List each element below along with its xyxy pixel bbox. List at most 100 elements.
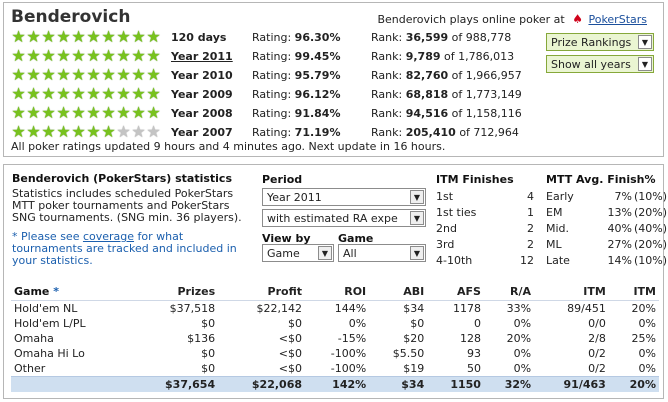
mtt-finish-row: Late 14% (10%) [546,254,667,269]
rating-row: ★ ★ ★ ★ ★ ★ ★ ★ ★ ★ 120 days Rating: 96.30% Rank: 36… [11,29,531,47]
star-icon: ★ [41,84,56,103]
table-cell: $0 [201,362,216,375]
mtt-stage-percent: 40% [607,222,632,235]
rating-period: Year 2008 [171,107,233,120]
total-cell: $34 [369,376,428,392]
table-cell: $20 [403,332,425,345]
rank-label: Rank: [371,107,403,120]
itm-finish-count: 12 [520,254,534,267]
table-row: Hold'em NL $37,518 $22,142 144% $34 1178 33% 89… [11,301,659,317]
show-all-years-select[interactable]: Show all years ▼ [546,55,654,73]
star-icon: ★ [41,103,56,122]
rating-row: ★ ★ ★ ★ ★ ★ ★ ★ ★ ★ Year 2010 Rating: 95.79% Rank: 8… [11,67,531,85]
table-cell: 0% [638,317,656,330]
star-icon: ★ [116,122,131,141]
table-cell: 0% [348,317,367,330]
star-icon: ★ [101,27,116,46]
mtt-finish-title: MTT Avg. Finish% [546,173,656,186]
mtt-stage-percent: 7% [614,190,632,203]
rank-number: 68,818 [405,88,449,101]
pokerstars-link[interactable]: PokerStars [588,13,647,26]
game-name-cell: Hold'em NL [14,302,78,315]
table-cell: 89/451 [567,302,606,315]
star-icon: ★ [131,103,146,122]
star-icon: ★ [11,122,26,141]
game-name-cell: Omaha [14,332,54,345]
star-icon: ★ [11,65,26,84]
star-icon: ★ [86,103,101,122]
star-icon: ★ [56,103,71,122]
rank-number: 36,599 [405,31,449,44]
rating-value: Rating: 96.30% [252,31,341,44]
game-select[interactable]: All ▼ [338,244,426,262]
rank-number: 94,516 [405,107,449,120]
star-icon: ★ [11,46,26,65]
rank-total: 1,786,013 [458,50,515,63]
mtt-finish-row: Mid. 40% (40%) [546,222,667,237]
rank-value: Rank: 205,410 of 712,964 [371,126,519,139]
column-header-game[interactable]: Game * [11,283,132,301]
star-icon: ★ [86,122,101,141]
total-cell: 142% [305,376,370,392]
star-icon: ★ [116,65,131,84]
table-cell: $0 [410,317,425,330]
viewby-select[interactable]: Game ▼ [262,244,334,262]
table-cell: <$0 [278,347,303,360]
rating-period[interactable]: Year 2011 [171,50,233,63]
star-icon: ★ [11,84,26,103]
ra-estimate-select[interactable]: with estimated RA expe ▼ [262,209,426,227]
star-rating: ★ ★ ★ ★ ★ ★ ★ ★ ★ ★ [11,46,161,65]
pokerstars-spade-icon: ♠ [572,12,583,26]
mtt-finish-row: Early 7% (10%) [546,190,667,205]
table-cell: 50 [466,362,481,375]
rating-percent: 99.45% [294,50,341,63]
mtt-stage-percent: 27% [607,238,632,251]
star-icon: ★ [101,65,116,84]
itm-finish-row: 2nd 2 [436,222,534,237]
rating-value: Rating: 96.12% [252,88,341,101]
mtt-stage-target: (10%) [634,254,668,267]
table-cell: 0/2 [588,347,606,360]
show-all-years-label: Show all years [551,58,631,71]
chevron-down-icon: ▼ [638,57,652,71]
table-row: Omaha $136 <$0 -15% $20 128 20% 2/8 25% [11,331,659,346]
star-icon: ★ [11,103,26,122]
table-cell: 1178 [452,302,481,315]
rating-label: Rating: [252,69,292,82]
itm-finish-count: 2 [527,238,534,251]
table-cell: $0 [201,347,216,360]
star-icon: ★ [56,84,71,103]
column-header: ROI [305,283,370,301]
star-rating: ★ ★ ★ ★ ★ ★ ★ ★ ★ ★ [11,84,161,103]
rating-label: Rating: [252,50,292,63]
column-header: ABI [369,283,428,301]
coverage-link[interactable]: coverage [82,230,135,243]
update-status: All poker ratings updated 9 hours and 4 … [11,140,446,153]
star-rating: ★ ★ ★ ★ ★ ★ ★ ★ ★ ★ [11,65,161,84]
star-icon: ★ [71,122,86,141]
itm-finish-label: 4-10th [436,254,473,267]
itm-finish-row: 1st ties 1 [436,206,534,221]
star-icon: ★ [26,84,41,103]
star-icon: ★ [131,46,146,65]
table-cell: 0% [638,362,656,375]
rank-label: Rank: [371,50,403,63]
mtt-stage-target: (40%) [634,222,668,235]
games-table: Game * Prizes Profit ROI ABI AFS R/A ITM ITM Hol… [11,283,659,392]
prize-rankings-select[interactable]: Prize Rankings ▼ [546,33,654,51]
star-icon: ★ [146,46,161,65]
rating-percent: 96.30% [294,31,341,44]
coverage-note: * Please see coverage for what tournamen… [12,231,252,267]
star-icon: ★ [26,103,41,122]
rating-value: Rating: 71.19% [252,126,341,139]
statistics-panel: Benderovich (PokerStars) statistics Stat… [3,164,667,399]
table-cell: 20% [631,302,656,315]
period-select[interactable]: Year 2011 ▼ [262,188,426,206]
rank-value: Rank: 82,760 of 1,966,957 [371,69,522,82]
rank-total: 988,778 [465,31,512,44]
rank-number: 9,789 [405,50,441,63]
column-header: Prizes [131,283,219,301]
mtt-finish-row: EM 13% (20%) [546,206,667,221]
rating-value: Rating: 99.45% [252,50,341,63]
plays-at-line: Benderovich plays online poker at ♠ Poke… [377,12,647,26]
